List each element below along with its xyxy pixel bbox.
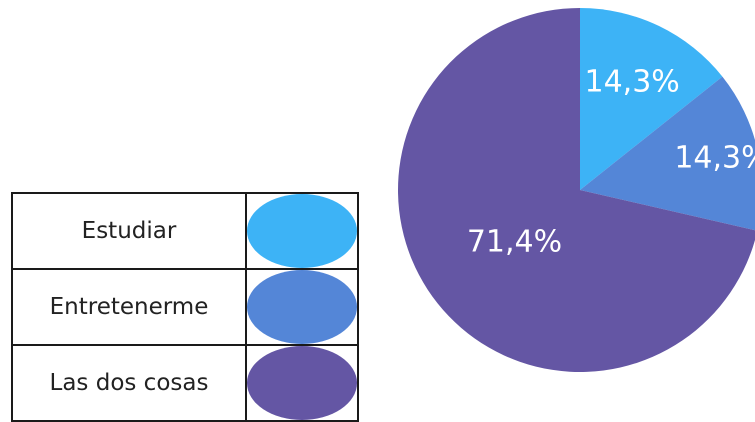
legend-row-estudiar: Estudiar <box>11 192 359 270</box>
slice-label-estudiar: 14,3% <box>585 64 680 99</box>
pie-chart: 14,3% 14,3% 71,4% <box>398 8 755 372</box>
legend-swatch-estudiar <box>247 194 357 268</box>
legend-swatch-las-dos-cosas <box>247 346 357 420</box>
slice-label-entretenerme: 14,3% <box>674 140 755 175</box>
slice-estudiar <box>580 8 723 190</box>
legend-row-entretenerme: Entretenerme <box>11 268 359 346</box>
legend-label-estudiar: Estudiar <box>11 192 247 270</box>
legend-label-entretenerme: Entretenerme <box>11 268 247 346</box>
slice-las-dos-cosas <box>398 8 755 372</box>
legend-swatch-entretenerme <box>247 270 357 344</box>
slice-entretenerme <box>580 76 755 231</box>
slice-label-las-dos-cosas: 71,4% <box>467 225 562 260</box>
chart-legend: Estudiar Entretenerme Las dos cosas <box>11 192 359 422</box>
